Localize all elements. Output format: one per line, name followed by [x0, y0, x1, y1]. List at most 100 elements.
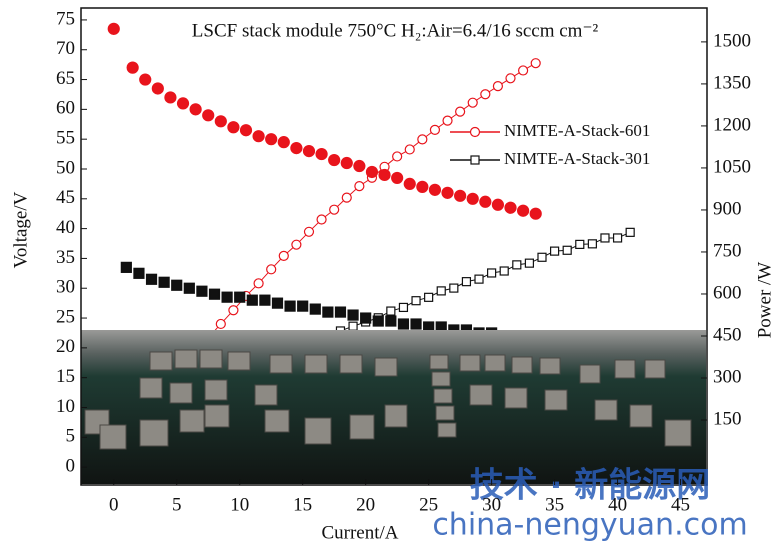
- marker: [134, 268, 144, 278]
- marker: [443, 116, 452, 125]
- y2-tick-label: 1200: [713, 114, 751, 135]
- marker: [349, 322, 357, 330]
- marker: [379, 169, 390, 180]
- marker: [279, 251, 288, 260]
- marker: [215, 116, 226, 127]
- marker: [292, 240, 301, 249]
- y-tick-label: 10: [56, 396, 75, 417]
- x-tick-label: 25: [419, 494, 438, 515]
- y-tick-label: 40: [56, 217, 75, 238]
- y-tick-label: 60: [56, 98, 75, 119]
- marker: [172, 280, 182, 290]
- marker: [475, 275, 483, 283]
- marker: [253, 131, 264, 142]
- legend-marker: [471, 156, 479, 164]
- marker: [165, 92, 176, 103]
- marker: [184, 283, 194, 293]
- marker: [310, 304, 320, 314]
- marker: [576, 240, 584, 248]
- y-tick-label: 45: [56, 187, 75, 208]
- marker: [505, 202, 516, 213]
- x-tick-label: 0: [109, 494, 119, 515]
- marker: [480, 196, 491, 207]
- marker: [399, 303, 407, 311]
- marker: [159, 277, 169, 287]
- marker: [588, 240, 596, 248]
- marker: [366, 166, 377, 177]
- y-tick-label: 25: [56, 306, 75, 327]
- y-tick-label: 35: [56, 247, 75, 268]
- marker: [147, 274, 157, 284]
- marker: [437, 287, 445, 295]
- marker: [492, 199, 503, 210]
- marker: [450, 284, 458, 292]
- marker: [317, 215, 326, 224]
- x-tick-label: 40: [608, 494, 627, 515]
- marker: [210, 289, 220, 299]
- marker: [355, 182, 364, 191]
- y2-tick-label: 900: [713, 198, 742, 219]
- marker: [241, 125, 252, 136]
- y2-tick-label: 750: [713, 240, 742, 261]
- marker: [348, 310, 358, 320]
- marker: [197, 286, 207, 296]
- marker: [178, 98, 189, 109]
- marker: [405, 145, 414, 154]
- legend-label: NIMTE-A-Stack-601: [504, 121, 650, 140]
- y2-tick-label: 1500: [713, 30, 751, 51]
- y2-axis-label: Power /W: [754, 262, 775, 339]
- marker: [506, 74, 515, 83]
- marker: [430, 125, 439, 134]
- y-tick-label: 0: [66, 455, 76, 476]
- marker: [203, 110, 214, 121]
- x-tick-label: 15: [293, 494, 312, 515]
- marker: [563, 246, 571, 254]
- marker: [513, 261, 521, 269]
- marker: [418, 135, 427, 144]
- x-tick-label: 45: [671, 494, 690, 515]
- x-axis-label: Current/A: [321, 522, 398, 543]
- marker: [304, 227, 313, 236]
- marker: [392, 172, 403, 183]
- marker: [354, 161, 365, 172]
- y-tick-label: 55: [56, 128, 75, 149]
- y-tick-label: 65: [56, 68, 75, 89]
- x-tick-label: 5: [172, 494, 182, 515]
- x-tick-label: 35: [545, 494, 564, 515]
- marker: [121, 262, 131, 272]
- legend-marker: [471, 128, 480, 137]
- marker: [140, 74, 151, 85]
- marker: [316, 149, 327, 160]
- marker: [429, 184, 440, 195]
- marker: [373, 316, 383, 326]
- marker: [455, 190, 466, 201]
- marker: [518, 205, 529, 216]
- marker: [335, 307, 345, 317]
- y-tick-label: 5: [66, 426, 76, 447]
- marker: [387, 307, 395, 315]
- marker: [626, 228, 634, 236]
- marker: [341, 158, 352, 169]
- y-tick-label: 20: [56, 336, 75, 357]
- marker: [323, 307, 333, 317]
- marker: [538, 253, 546, 261]
- marker: [108, 23, 119, 34]
- stack-photo: [81, 330, 706, 484]
- y2-tick-label: 1050: [713, 156, 751, 177]
- marker: [488, 269, 496, 277]
- watermark-url: china-nengyuan.com: [432, 508, 747, 543]
- y2-tick-label: 450: [713, 324, 742, 345]
- marker: [285, 301, 295, 311]
- marker: [330, 205, 339, 214]
- marker: [551, 247, 559, 255]
- marker: [398, 319, 408, 329]
- marker: [412, 297, 420, 305]
- marker: [614, 234, 622, 242]
- marker: [417, 181, 428, 192]
- y-tick-label: 15: [56, 366, 75, 387]
- marker: [152, 83, 163, 94]
- marker: [247, 295, 257, 305]
- marker: [266, 134, 277, 145]
- marker: [329, 155, 340, 166]
- marker: [425, 293, 433, 301]
